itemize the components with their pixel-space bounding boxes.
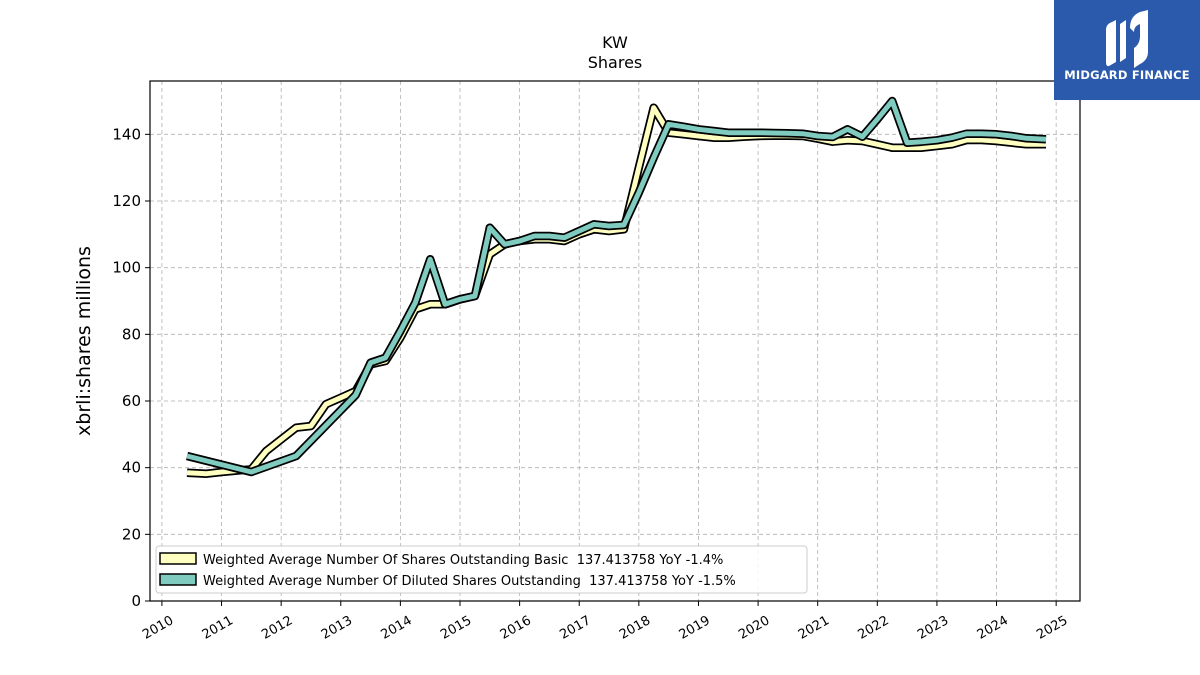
chart-subtitle: Shares: [588, 53, 643, 72]
x-tick-label: 2017: [557, 613, 593, 643]
chart-title: KW: [602, 33, 628, 52]
y-tick-label: 120: [112, 192, 141, 210]
x-tick-label: 2020: [736, 613, 772, 643]
x-tick-label: 2010: [140, 613, 176, 643]
x-tick-label: 2023: [915, 613, 951, 643]
x-tick-label: 2019: [677, 613, 713, 643]
x-axis: 2010 2011 2012 2013 2014 2015 2016 2017 2018 2019…: [140, 601, 1070, 643]
legend-label-basic: Weighted Average Number Of Shares Outsta…: [203, 553, 723, 568]
x-tick-label: 2021: [796, 613, 832, 643]
x-tick-label: 2012: [259, 613, 295, 643]
legend-swatch-diluted: [159, 573, 197, 586]
series-line-0: [186, 105, 1046, 477]
legend-label-diluted: Weighted Average Number Of Diluted Share…: [203, 574, 736, 589]
x-tick-label: 2013: [319, 613, 355, 643]
y-tick-label: 100: [112, 259, 141, 277]
brand-logo: MIDGARD FINANCE: [1054, 0, 1200, 100]
x-tick-label: 2022: [855, 613, 891, 643]
series-lines: [185, 96, 1047, 478]
x-tick-label: 2014: [379, 613, 415, 643]
x-tick-label: 2016: [498, 613, 534, 643]
brand-mark-icon: [1106, 10, 1148, 68]
plot-frame: [149, 80, 1081, 602]
y-axis: 0 20 40 60 80 100 120 140: [112, 125, 150, 610]
y-tick-label: 60: [122, 392, 141, 410]
x-tick-label: 2011: [200, 613, 236, 643]
series-line-1: [186, 98, 1047, 475]
legend-swatch-basic: [159, 552, 197, 565]
y-tick-label: 80: [122, 325, 141, 343]
y-tick-label: 20: [122, 525, 141, 543]
x-tick-label: 2018: [617, 613, 653, 643]
x-tick-label: 2025: [1034, 613, 1070, 643]
y-tick-label: 140: [112, 125, 141, 143]
x-tick-label: 2024: [975, 613, 1011, 643]
x-tick-label: 2015: [438, 613, 474, 643]
grid: [150, 81, 1080, 602]
brand-name: MIDGARD FINANCE: [1064, 68, 1190, 82]
legend: Weighted Average Number Of Shares Outsta…: [155, 545, 808, 594]
y-axis-label: xbrli:shares millions: [73, 246, 95, 436]
y-tick-label: 40: [122, 459, 141, 477]
legend-box: [155, 545, 808, 594]
y-tick-label: 0: [131, 592, 141, 610]
